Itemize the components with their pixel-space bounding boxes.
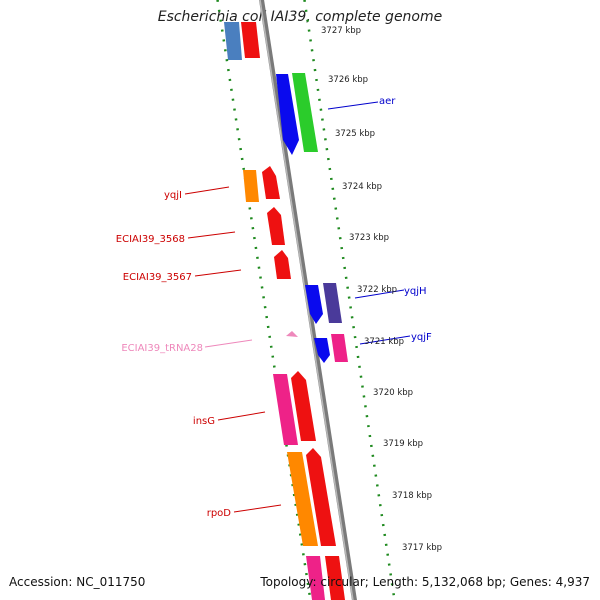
leader-yqji <box>184 186 230 195</box>
gene-feature-trna28[interactable] <box>286 331 298 337</box>
leader-aer <box>327 101 379 110</box>
scale-labels: 3727 kbp 3726 kbp 3725 kbp 3724 kbp 3723… <box>321 26 442 553</box>
leader-rpod <box>233 504 282 513</box>
scale-label: 3720 kbp <box>373 388 413 398</box>
leader-trna28 <box>204 339 253 348</box>
gene-labels: aer yqjI ECIAI39_3568 ECIAI39_3567 yqjH … <box>116 96 432 519</box>
scale-label: 3726 kbp <box>328 75 368 85</box>
gene-feature-3567[interactable] <box>274 250 291 279</box>
gene-feature-blue[interactable] <box>224 22 242 60</box>
accession-text: Accession: NC_011750 <box>9 575 146 589</box>
gene-feature-aer-blue[interactable] <box>276 74 299 155</box>
gene-feature-rpod-red[interactable] <box>306 448 336 546</box>
leader-yqjh <box>354 289 405 299</box>
scale-label: 3722 kbp <box>357 285 397 295</box>
scale-label: 3719 kbp <box>383 439 423 449</box>
gene-feature-red[interactable] <box>241 22 260 58</box>
scale-label: 3721 kbp <box>364 337 404 347</box>
gene-feature-bottom-red[interactable] <box>325 556 345 600</box>
scale-label: 3725 kbp <box>335 129 375 139</box>
scale-label: 3724 kbp <box>342 182 382 192</box>
gene-feature-yqji-orange[interactable] <box>243 170 259 202</box>
gene-feature-yqji-red[interactable] <box>262 166 280 199</box>
scale-label: 3723 kbp <box>349 233 389 243</box>
label-leaders <box>184 101 411 513</box>
gene-feature-insg-red[interactable] <box>291 371 316 441</box>
gene-label-3567[interactable]: ECIAI39_3567 <box>123 272 192 283</box>
scale-label: 3718 kbp <box>392 491 432 501</box>
gene-features <box>224 22 348 600</box>
gene-label-yqjf[interactable]: yqjF <box>411 332 432 343</box>
gene-label-aer[interactable]: aer <box>379 96 396 107</box>
gene-feature-3568[interactable] <box>267 207 285 245</box>
backbone-highlight <box>259 0 354 600</box>
gene-label-3568[interactable]: ECIAI39_3568 <box>116 234 185 245</box>
gene-feature-bottom-pink[interactable] <box>306 556 325 600</box>
gene-label-insg[interactable]: insG <box>193 416 215 427</box>
leader-insg <box>217 411 266 421</box>
gene-label-yqjh[interactable]: yqjH <box>404 286 427 297</box>
gene-feature-aer-green[interactable] <box>292 73 318 152</box>
scale-label: 3727 kbp <box>321 26 361 36</box>
gene-label-rpod[interactable]: rpoD <box>207 508 232 519</box>
map-title: Escherichia coli IAI39, complete genome <box>157 9 443 25</box>
gene-feature-yqjf-pink[interactable] <box>331 334 348 362</box>
gene-feature-yqjh-purple[interactable] <box>323 283 342 323</box>
genome-summary: Topology: circular; Length: 5,132,068 bp… <box>260 575 590 589</box>
gene-label-yqji[interactable]: yqjI <box>164 190 182 201</box>
scale-label: 3717 kbp <box>402 543 442 553</box>
gene-feature-yqjh-blue[interactable] <box>305 285 323 324</box>
gene-feature-rpod-orange[interactable] <box>287 452 318 546</box>
gene-label-trna28[interactable]: ECIAI39_tRNA28 <box>121 343 203 354</box>
gene-feature-insg-pink[interactable] <box>273 374 298 445</box>
leader-3567 <box>194 269 242 277</box>
leader-3568 <box>187 231 236 239</box>
leader-yqjf <box>359 335 411 345</box>
gene-feature-yqjf-blue[interactable] <box>314 338 330 363</box>
